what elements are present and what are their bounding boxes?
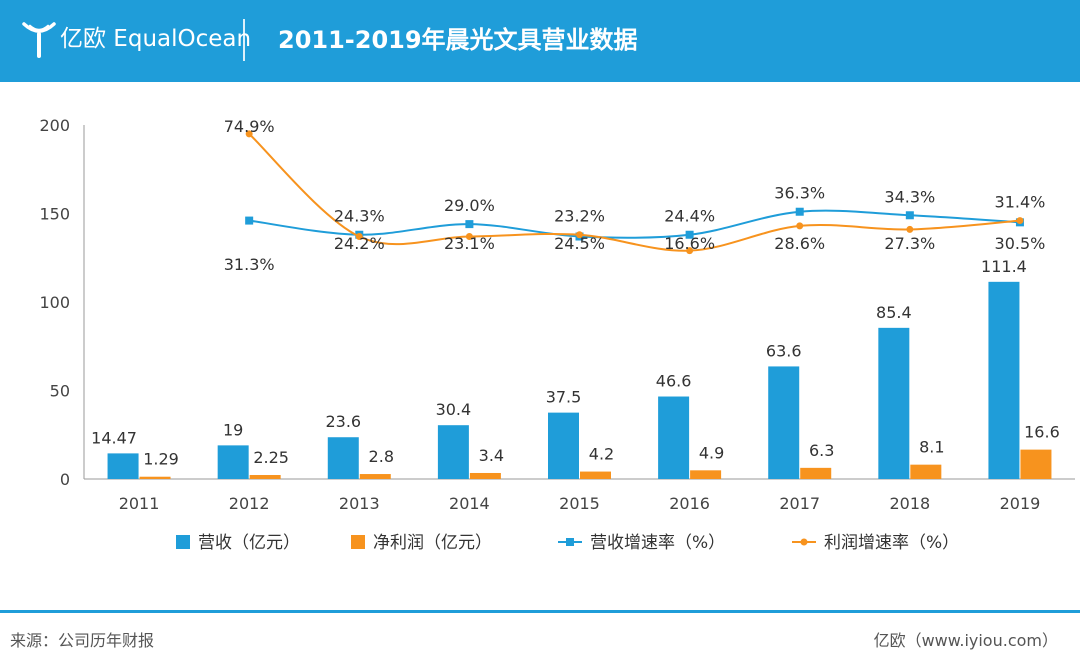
revenue-bar-label: 46.6	[656, 372, 692, 391]
legend-marker-profit-growth	[800, 538, 808, 546]
revenue-growth-marker	[465, 220, 474, 229]
profit-bar	[690, 470, 722, 479]
legend-label: 净利润（亿元）	[373, 533, 492, 553]
growth-rate-label: 24.2%	[334, 234, 385, 253]
profit-growth-marker	[686, 247, 694, 255]
header-divider	[243, 19, 245, 61]
x-tick-label: 2014	[449, 494, 490, 513]
revenue-bar	[988, 281, 1020, 479]
page-title: 2011-2019年晨光文具营业数据	[278, 26, 638, 54]
profit-growth-marker	[245, 130, 253, 138]
revenue-growth-marker	[245, 216, 254, 225]
profit-growth-marker	[1016, 217, 1024, 225]
growth-rate-label: 31.4%	[995, 193, 1046, 212]
revenue-bar	[327, 437, 359, 479]
profit-bar-label: 6.3	[809, 441, 834, 460]
growth-rate-label: 27.3%	[884, 234, 935, 253]
profit-bar-label: 4.9	[699, 443, 724, 462]
profit-bar	[359, 474, 391, 479]
growth-rate-label: 24.5%	[554, 234, 605, 253]
profit-bar	[1020, 449, 1052, 479]
revenue-bar-label: 85.4	[876, 303, 912, 322]
profit-bar	[580, 471, 611, 479]
revenue-bar-label: 111.4	[981, 257, 1027, 276]
profit-bar	[469, 472, 501, 479]
legend-swatch-profit	[351, 535, 365, 549]
profit-bar	[139, 476, 171, 479]
revenue-bar	[658, 396, 690, 479]
profit-growth-marker	[355, 233, 363, 241]
y-tick-label: 0	[60, 470, 70, 489]
profit-bar-label: 1.29	[143, 450, 179, 469]
profit-bar-label: 4.2	[589, 445, 614, 464]
profit-bar-label: 16.6	[1024, 423, 1060, 442]
profit-bar	[800, 467, 832, 479]
footer-divider	[0, 610, 1080, 613]
revenue-bar-label: 37.5	[546, 388, 582, 407]
x-tick-label: 2011	[119, 494, 160, 513]
growth-rate-label: 16.6%	[664, 234, 715, 253]
growth-rate-label: 36.3%	[774, 184, 825, 203]
growth-rate-label: 24.4%	[664, 207, 715, 226]
revenue-growth-marker	[685, 230, 694, 239]
growth-rate-label: 74.9%	[224, 117, 275, 136]
x-tick-label: 2012	[229, 494, 270, 513]
profit-growth-marker	[576, 231, 583, 239]
revenue-bar-label: 63.6	[766, 341, 802, 360]
equalocean-logo-icon	[22, 22, 56, 58]
x-tick-label: 2015	[559, 494, 600, 513]
revenue-bar	[217, 445, 249, 479]
legend-label: 营收增速率（%）	[590, 533, 725, 553]
legend-swatch-revenue	[176, 535, 190, 549]
y-tick-label: 150	[39, 205, 70, 224]
legend-label: 利润增速率（%）	[824, 533, 959, 553]
revenue-profit-chart: 0 50 100 150 200 2011 2012 2013 2014 2015 2016 2017…	[39, 116, 1075, 553]
source-note: 来源：公司历年财报	[10, 631, 155, 650]
x-tick-label: 2017	[779, 494, 820, 513]
revenue-bar-label: 19	[223, 420, 243, 439]
brand-name: 亿欧 EqualOcean	[60, 26, 252, 52]
profit-bar	[249, 475, 281, 479]
profit-bar-label: 8.1	[919, 438, 944, 457]
revenue-growth-marker	[905, 211, 914, 220]
revenue-bar	[878, 327, 910, 479]
x-tick-label: 2018	[889, 494, 930, 513]
growth-rate-label: 31.3%	[224, 255, 275, 274]
revenue-bar	[437, 425, 469, 479]
growth-rate-label: 30.5%	[995, 234, 1046, 253]
growth-rate-label: 29.0%	[444, 196, 495, 215]
profit-growth-marker	[796, 222, 804, 230]
profit-bar-label: 3.4	[479, 446, 504, 465]
x-tick-label: 2013	[339, 494, 380, 513]
growth-rate-label: 34.3%	[884, 187, 935, 206]
y-tick-label: 50	[50, 382, 70, 401]
legend-label: 营收（亿元）	[198, 533, 300, 553]
revenue-growth-marker	[795, 207, 804, 216]
y-tick-label: 100	[39, 293, 70, 312]
growth-rate-label: 23.2%	[554, 207, 605, 226]
profit-growth-marker	[465, 233, 473, 241]
revenue-bar	[768, 366, 800, 479]
header-bar: 亿欧 EqualOcean 2011-2019年晨光文具营业数据	[0, 0, 1080, 82]
revenue-bar-label: 14.47	[91, 428, 137, 447]
profit-growth-marker	[906, 225, 914, 233]
growth-rate-label: 23.1%	[444, 234, 495, 253]
profit-bar-label: 2.25	[253, 448, 289, 467]
y-tick-label: 200	[39, 116, 70, 135]
site-credit: 亿欧（www.iyiou.com）	[873, 631, 1058, 650]
profit-bar-label: 2.8	[369, 447, 394, 466]
growth-rate-label: 24.3%	[334, 207, 385, 226]
legend-marker-revenue-growth	[566, 538, 574, 546]
revenue-bar-label: 23.6	[325, 412, 361, 431]
revenue-bar	[107, 453, 139, 479]
revenue-bar	[548, 412, 579, 479]
growth-rate-label: 28.6%	[774, 234, 825, 253]
revenue-growth-line	[249, 209, 1021, 239]
revenue-bar-label: 30.4	[436, 400, 472, 419]
x-tick-label: 2019	[1000, 494, 1041, 513]
profit-bar	[910, 464, 942, 479]
x-tick-label: 2016	[669, 494, 710, 513]
